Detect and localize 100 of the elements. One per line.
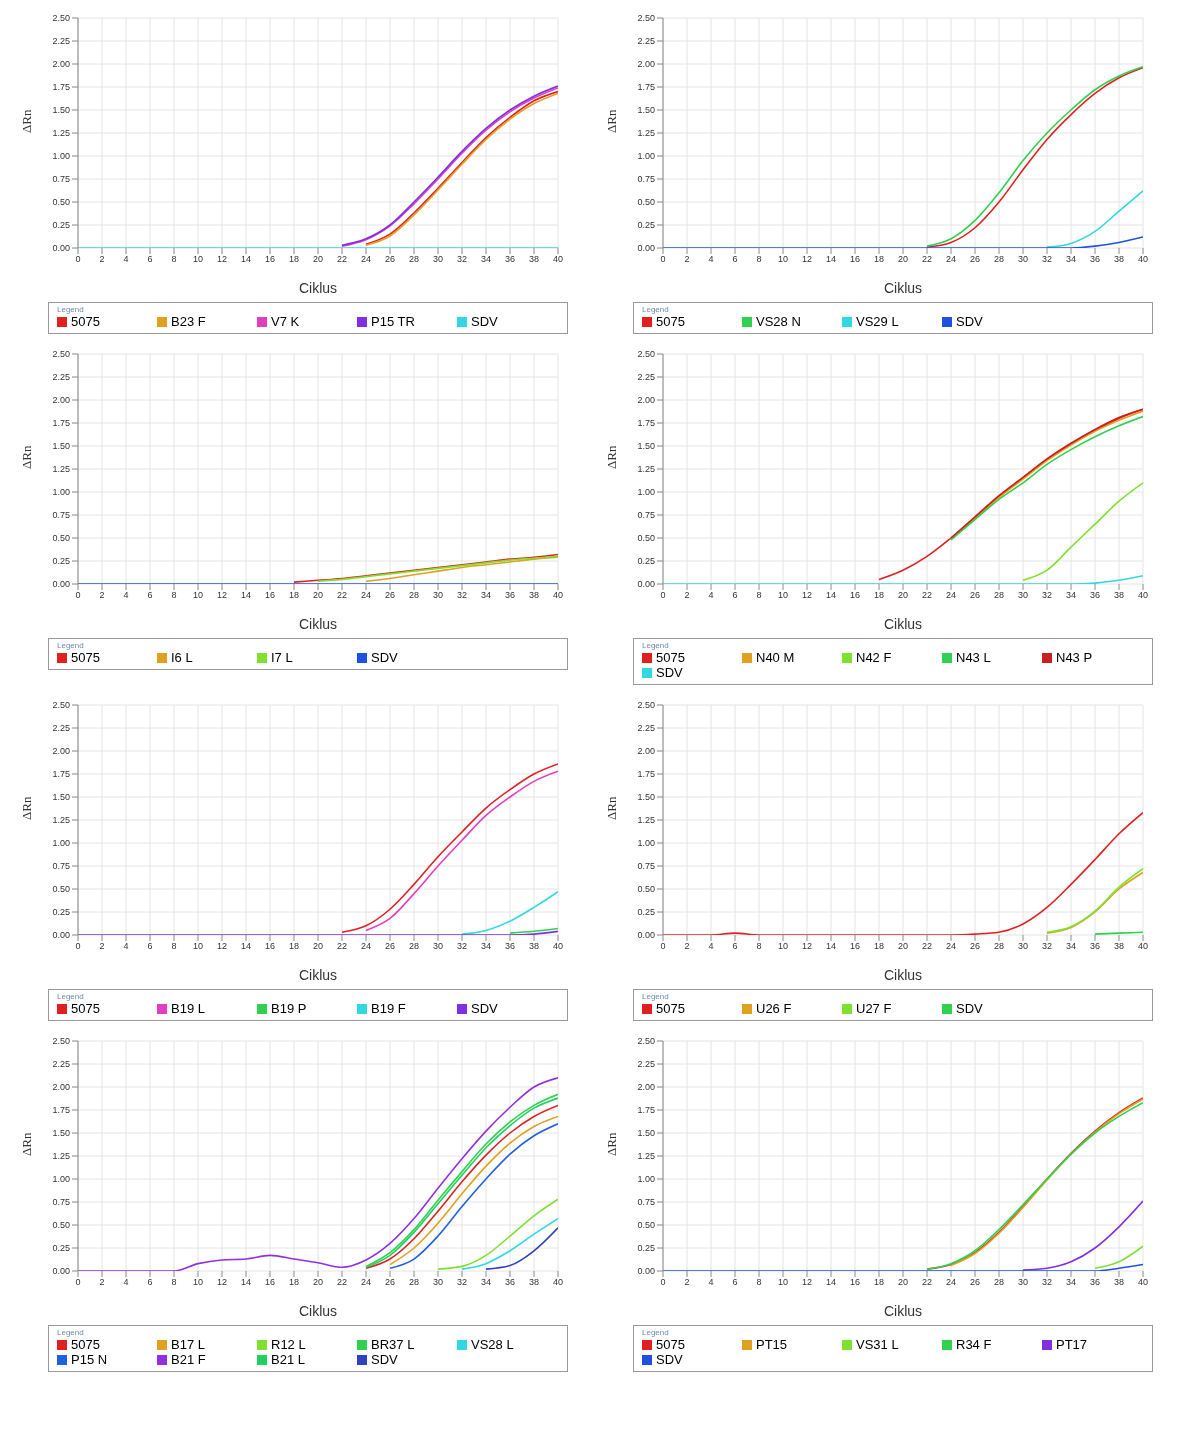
legend-label: B17 L (171, 1337, 205, 1352)
x-tick-label: 34 (1065, 941, 1077, 952)
legend-label: 5075 (656, 1337, 685, 1352)
x-axis-title: Ciklus (298, 280, 338, 296)
y-tick-label: 0.25 (637, 907, 655, 918)
x-tick-label: 32 (456, 254, 468, 265)
x-tick-label: 22 (336, 1277, 348, 1288)
y-tick-label: 1.75 (637, 769, 655, 780)
x-tick-label: 32 (1041, 1277, 1053, 1288)
legend-label: SDV (471, 314, 498, 329)
legend-label: B21 L (271, 1352, 305, 1367)
x-tick-label: 16 (849, 1277, 861, 1288)
y-tick-label: 2.00 (52, 746, 70, 757)
y-tick-label: 1.25 (637, 464, 655, 475)
y-axis-title: ΔRn (18, 444, 34, 469)
legend-label: R12 L (271, 1337, 306, 1352)
x-tick-label: 32 (1041, 254, 1053, 265)
x-tick-label: 30 (432, 590, 444, 601)
legend-label: 5075 (656, 314, 685, 329)
y-tick-label: 0.00 (52, 930, 70, 941)
legend-label: SDV (471, 1001, 498, 1016)
x-tick-label: 20 (312, 254, 324, 265)
y-tick-label: 2.50 (52, 13, 70, 24)
x-tick-label: 30 (432, 1277, 444, 1288)
x-tick-label: 32 (456, 1277, 468, 1288)
y-tick-label: 0.25 (637, 1243, 655, 1254)
legend-label: SDV (371, 650, 398, 665)
legend-label: N42 F (856, 650, 892, 665)
x-tick-label: 2 (684, 941, 690, 952)
x-tick-label: 14 (825, 941, 837, 952)
x-tick-label: 0 (75, 254, 81, 265)
x-tick-label: 10 (777, 1277, 789, 1288)
y-tick-label: 0.75 (52, 510, 70, 521)
x-tick-label: 0 (660, 1277, 666, 1288)
y-tick-label: 0.75 (637, 510, 655, 521)
x-tick-label: 28 (408, 254, 420, 265)
legend-title: Legend (57, 992, 85, 1001)
x-tick-label: 36 (504, 941, 516, 952)
x-tick-label: 38 (528, 1277, 540, 1288)
y-tick-label: 2.50 (637, 700, 655, 711)
x-tick-label: 30 (432, 254, 444, 265)
y-tick-label: 2.50 (52, 1036, 70, 1047)
legend-label: P15 TR (371, 314, 415, 329)
x-tick-label: 22 (336, 254, 348, 265)
x-tick-label: 6 (147, 254, 153, 265)
x-tick-label: 38 (1113, 590, 1125, 601)
y-axis-title: ΔRn (603, 1131, 619, 1156)
x-tick-label: 16 (849, 590, 861, 601)
x-tick-label: 12 (801, 590, 813, 601)
legend-label: B19 L (171, 1001, 205, 1016)
y-axis-title: ΔRn (18, 795, 34, 820)
y-tick-label: 1.75 (52, 418, 70, 429)
x-tick-label: 8 (756, 1277, 762, 1288)
legend-label: VS29 L (856, 314, 899, 329)
legend-title: Legend (642, 1328, 670, 1337)
legend-title: Legend (642, 641, 670, 650)
x-tick-label: 12 (801, 254, 813, 265)
y-tick-label: 1.50 (637, 441, 655, 452)
x-tick-label: 34 (480, 590, 492, 601)
y-tick-label: 2.00 (52, 395, 70, 406)
x-tick-label: 38 (1113, 1277, 1125, 1288)
x-axis-title: Ciklus (298, 616, 338, 632)
x-axis-title: Ciklus (298, 967, 338, 983)
y-axis-title: ΔRn (603, 795, 619, 820)
x-tick-label: 2 (99, 941, 105, 952)
x-tick-label: 40 (1137, 590, 1149, 601)
x-tick-label: 0 (75, 590, 81, 601)
x-tick-label: 24 (945, 941, 957, 952)
x-tick-label: 0 (660, 941, 666, 952)
x-tick-label: 34 (480, 254, 492, 265)
y-tick-label: 1.75 (637, 82, 655, 93)
y-tick-label: 0.25 (52, 220, 70, 231)
x-tick-label: 4 (123, 1277, 129, 1288)
y-tick-label: 0.50 (637, 533, 655, 544)
y-tick-label: 1.75 (52, 1105, 70, 1116)
x-tick-label: 20 (312, 941, 324, 952)
x-tick-label: 38 (528, 941, 540, 952)
x-tick-label: 28 (993, 254, 1005, 265)
y-tick-label: 0.75 (52, 174, 70, 185)
y-tick-label: 0.00 (637, 930, 655, 941)
y-tick-label: 2.50 (637, 13, 655, 24)
x-tick-label: 16 (264, 1277, 276, 1288)
legend-label: 5075 (71, 1337, 100, 1352)
x-tick-label: 36 (504, 590, 516, 601)
x-tick-label: 36 (504, 254, 516, 265)
x-tick-label: 26 (969, 590, 981, 601)
y-tick-label: 0.75 (637, 861, 655, 872)
x-tick-label: 8 (756, 941, 762, 952)
y-tick-label: 1.00 (52, 151, 70, 162)
y-tick-label: 0.25 (52, 907, 70, 918)
y-tick-label: 1.50 (637, 1128, 655, 1139)
y-tick-label: 1.50 (52, 441, 70, 452)
legend-label: SDV (956, 314, 983, 329)
x-tick-label: 10 (777, 254, 789, 265)
x-tick-label: 18 (873, 590, 885, 601)
x-axis-title: Ciklus (298, 1303, 338, 1319)
y-tick-label: 0.25 (637, 220, 655, 231)
y-tick-label: 2.00 (637, 746, 655, 757)
x-tick-label: 6 (732, 254, 738, 265)
x-tick-label: 4 (708, 1277, 714, 1288)
